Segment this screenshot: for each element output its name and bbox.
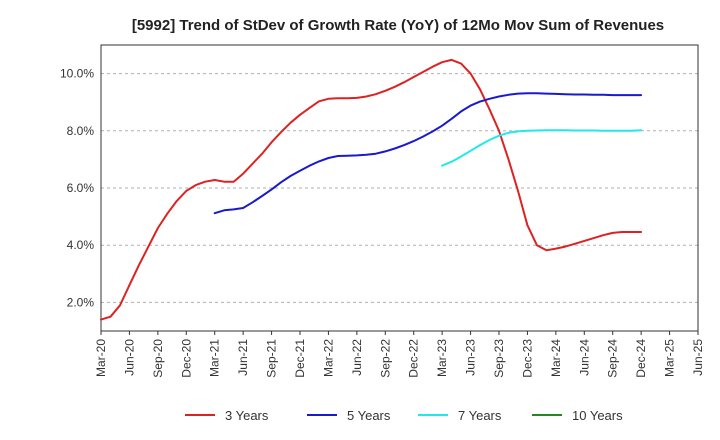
x-tick-label: Mar-22 [321, 339, 335, 377]
axis-layer: 2.0% 4.0% 6.0% 8.0% 10.0% Mar-20 Jun-20 Sep-20 D… [60, 44, 705, 378]
x-tick-label: Mar-25 [663, 339, 677, 377]
x-tick-label: Dec-21 [293, 339, 307, 378]
x-tick-label: Jun-25 [691, 339, 705, 376]
x-tick-label: Mar-21 [208, 339, 222, 377]
legend-label: 10 Years [572, 408, 623, 423]
series-layer [100, 58, 643, 321]
legend-label: 3 Years [225, 408, 269, 423]
x-tick-label: Sep-20 [151, 339, 165, 378]
legend: 3 Years 5 Years 7 Years 10 Years [185, 408, 623, 423]
y-tick-label: 2.0% [67, 295, 95, 309]
y-tick-label: 4.0% [67, 238, 95, 252]
x-tick-label: Sep-22 [378, 339, 392, 378]
series-line-5-years [213, 92, 643, 215]
chart-title: [5992] Trend of StDev of Growth Rate (Yo… [132, 17, 664, 34]
y-tick-label: 10.0% [60, 67, 94, 81]
series-line-7-years [441, 129, 643, 167]
x-tick-label: Jun-24 [577, 339, 591, 376]
plot-frame [100, 44, 699, 332]
x-tick-label: Dec-22 [407, 339, 421, 378]
x-tick-label: Mar-24 [549, 339, 563, 377]
x-tick-label: Sep-24 [606, 339, 620, 378]
series-line-3-years [100, 58, 643, 321]
y-tick-label: 8.0% [67, 124, 95, 138]
legend-label: 5 Years [347, 408, 391, 423]
x-tick-label: Dec-23 [520, 339, 534, 378]
x-tick-label: Jun-20 [122, 339, 136, 376]
x-tick-label: Sep-21 [265, 339, 279, 378]
x-tick-label: Sep-23 [492, 339, 506, 378]
x-tick-label: Jun-21 [236, 339, 250, 376]
x-tick-label: Mar-20 [94, 339, 108, 377]
legend-label: 7 Years [458, 408, 502, 423]
y-tick-label: 6.0% [67, 181, 95, 195]
x-tick-label: Dec-20 [179, 339, 193, 378]
x-tick-label: Dec-24 [634, 339, 648, 378]
x-tick-label: Jun-23 [464, 339, 478, 376]
x-tick-label: Mar-23 [435, 339, 449, 377]
x-tick-label: Jun-22 [350, 339, 364, 376]
